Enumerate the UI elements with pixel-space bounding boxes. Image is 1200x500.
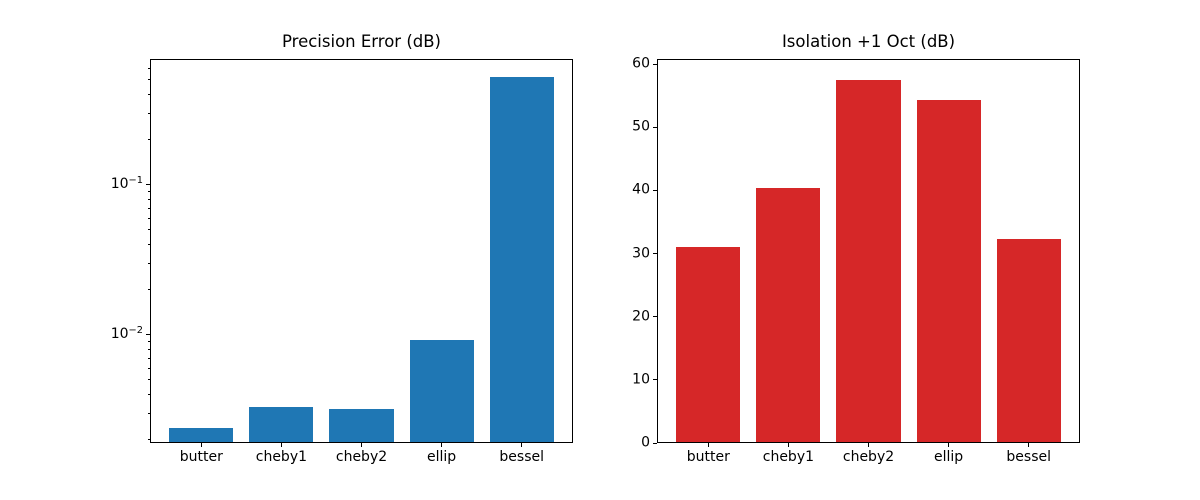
y-axis-minor-tick [147, 79, 150, 81]
bar-cheby1 [756, 188, 821, 443]
y-axis-minor-tick [147, 379, 150, 381]
y-axis-tick-label: 10−1 [110, 175, 143, 192]
x-axis-tick-label-cheby2: cheby2 [842, 449, 895, 465]
x-axis-tick [361, 443, 362, 447]
y-axis-minor-tick [147, 198, 150, 200]
y-axis-tick-label: 60 [632, 55, 650, 72]
x-axis-tick [441, 443, 443, 447]
x-axis-tick [280, 443, 282, 447]
y-axis-major-tick [653, 379, 657, 381]
bar-ellip [916, 100, 981, 443]
x-axis-tick [200, 443, 202, 447]
y-axis-minor-tick [147, 244, 150, 245]
y-axis-minor-tick [147, 348, 150, 350]
isolation-chart: Isolation +1 Oct (dB) 0 10 20 30 40 50 60 butte… [632, 32, 1080, 465]
x-axis-tick [948, 443, 950, 447]
bar-butter [676, 246, 741, 443]
bar-cheby2 [836, 79, 901, 443]
y-axis-major-tick [146, 334, 150, 336]
y-axis-major-tick [653, 63, 657, 65]
y-axis-tick-label: 10 [632, 371, 650, 388]
y-axis-minor-tick [147, 262, 150, 264]
y-axis-minor-tick [147, 217, 150, 219]
y-axis-major-tick [653, 189, 657, 191]
y-axis-tick-label: 0 [641, 434, 650, 451]
y-axis-major-tick [146, 184, 150, 186]
chart-title: Precision Error (dB) [282, 32, 441, 51]
y-axis-minor-tick [147, 394, 150, 395]
x-axis-tick-label-butter: butter [179, 449, 223, 465]
y-axis-minor-tick [147, 357, 150, 359]
bar-cheby2 [329, 409, 394, 443]
bar-butter [169, 427, 234, 443]
bar-bessel [996, 239, 1061, 443]
y-axis-tick-label: 50 [632, 118, 650, 135]
y-axis-major-tick [653, 316, 657, 318]
y-axis-tick-label: 10−2 [110, 325, 143, 342]
y-axis-minor-tick [147, 94, 150, 96]
y-axis-minor-tick [147, 191, 150, 193]
bar-bessel [489, 77, 554, 443]
x-axis-tick-label-bessel: bessel [499, 449, 545, 465]
x-axis-tick-label-cheby2: cheby2 [335, 449, 388, 465]
bar-cheby1 [249, 407, 314, 443]
y-axis-minor-tick [147, 229, 150, 231]
x-axis-tick [787, 443, 789, 447]
x-axis-tick-label-ellip: ellip [427, 449, 457, 465]
x-axis-tick [521, 443, 523, 447]
y-axis-minor-tick [147, 67, 150, 69]
x-axis-tick-label-cheby1: cheby1 [762, 449, 815, 465]
x-axis-tick [868, 443, 869, 447]
y-axis-tick-label: 30 [632, 245, 650, 262]
x-axis-tick-label-butter: butter [686, 449, 730, 465]
y-axis-tick-label: 40 [632, 181, 650, 198]
y-axis-major-tick [653, 126, 657, 128]
y-axis-minor-tick [147, 112, 150, 114]
y-axis-tick-label: 20 [632, 308, 650, 325]
bar-ellip [409, 340, 474, 443]
x-axis-tick-label-ellip: ellip [934, 449, 964, 465]
x-axis-tick-label-bessel: bessel [1006, 449, 1052, 465]
precision-error-chart: Precision Error (dB) 10−2 10−1 butter cheby… [111, 32, 573, 465]
y-axis-minor-tick [147, 412, 150, 414]
chart-title: Isolation +1 Oct (dB) [781, 32, 956, 51]
tick-exponent: −2 [128, 325, 143, 337]
y-axis-minor-tick [147, 367, 150, 369]
x-axis-tick-label-cheby1: cheby1 [255, 449, 308, 465]
tick-exponent: −1 [128, 175, 143, 187]
y-axis-minor-tick [147, 439, 150, 441]
y-axis-minor-tick [147, 289, 150, 291]
y-axis-minor-tick [147, 207, 150, 209]
y-axis-major-tick [653, 442, 657, 444]
x-axis-tick [707, 443, 709, 447]
y-axis-minor-tick [147, 341, 150, 343]
y-axis-minor-tick [147, 139, 150, 141]
y-axis-major-tick [653, 253, 657, 255]
x-axis-tick [1028, 443, 1030, 447]
